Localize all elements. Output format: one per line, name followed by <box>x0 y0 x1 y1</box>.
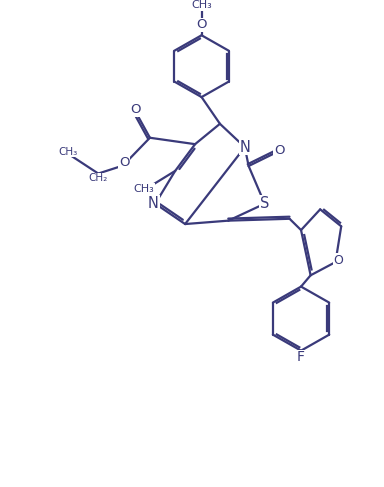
Text: CH₃: CH₃ <box>134 184 154 194</box>
Text: CH₃: CH₃ <box>191 0 212 10</box>
Text: O: O <box>196 18 207 31</box>
Text: F: F <box>297 351 305 364</box>
Text: O: O <box>130 103 141 116</box>
Text: O: O <box>274 145 285 157</box>
Text: O: O <box>119 156 129 169</box>
Text: O: O <box>334 254 343 267</box>
Text: S: S <box>260 196 270 211</box>
Text: CH₂: CH₂ <box>89 173 108 183</box>
Text: CH₃: CH₃ <box>58 147 77 157</box>
Text: N: N <box>239 140 250 155</box>
Text: N: N <box>148 196 159 211</box>
